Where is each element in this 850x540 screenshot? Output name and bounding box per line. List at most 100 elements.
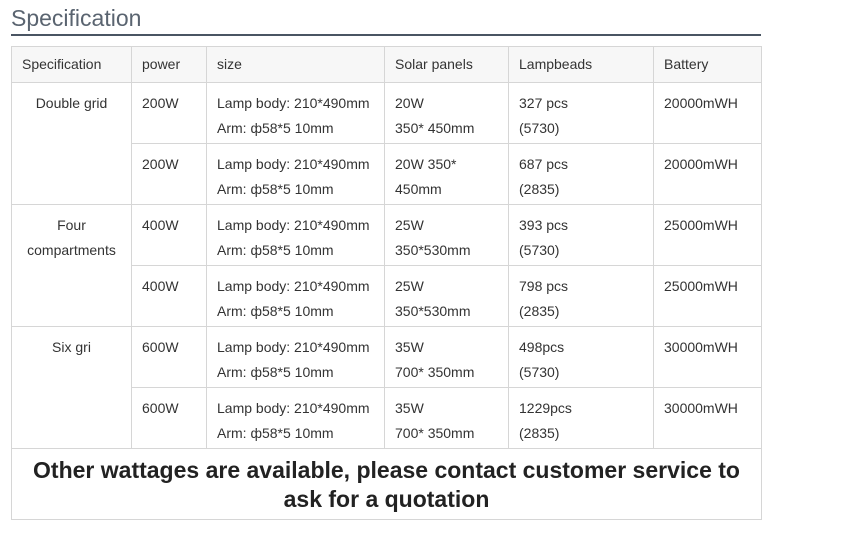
lampbeads-count: 393 pcs: [519, 217, 569, 233]
lampbeads-count: 327 pcs: [519, 95, 569, 111]
quotation-notice: Other wattages are available, please con…: [11, 448, 762, 520]
solar-cell: 20W 350* 450mm: [384, 143, 509, 205]
header-solar-panels: Solar panels: [384, 46, 509, 83]
power-cell: 600W: [131, 387, 207, 449]
solar-line: 700* 350mm: [395, 364, 475, 380]
lampbeads-cell: 327 pcs (5730): [508, 82, 654, 144]
header-battery: Battery: [653, 46, 762, 83]
size-arm: Arm: ф58*5 10mm: [217, 364, 334, 380]
table-footer-row: Other wattages are available, please con…: [11, 448, 762, 520]
battery-cell: 25000mWH: [653, 265, 762, 327]
size-lamp-body: Lamp body: 210*490mm: [217, 156, 370, 172]
solar-line: 25W: [395, 217, 424, 233]
table-row: 200W Lamp body: 210*490mm Arm: ф58*5 10mm…: [12, 143, 762, 205]
header-power: power: [131, 46, 207, 83]
size-lamp-body: Lamp body: 210*490mm: [217, 400, 370, 416]
lampbeads-type: (2835): [519, 425, 560, 441]
power-value: 400W: [142, 217, 179, 233]
solar-line: 700* 350mm: [395, 425, 475, 441]
size-cell: Lamp body: 210*490mm Arm: ф58*5 10mm: [206, 387, 385, 449]
spec-cell: Six gri: [11, 326, 132, 449]
solar-cell: 35W 700* 350mm: [384, 326, 509, 388]
solar-cell: 25W 350*530mm: [384, 265, 509, 327]
page-title: Specification: [11, 5, 142, 31]
power-value: 400W: [142, 278, 179, 294]
spec-label: Double grid: [35, 95, 108, 111]
lampbeads-cell: 498pcs (5730): [508, 326, 654, 388]
spec-label: compartments: [27, 242, 116, 258]
battery-cell: 25000mWH: [653, 204, 762, 266]
spec-label: Six gri: [52, 339, 91, 355]
solar-line: 35W: [395, 339, 424, 355]
size-lamp-body: Lamp body: 210*490mm: [217, 217, 370, 233]
solar-line: 450mm: [395, 181, 442, 197]
battery-value: 20000mWH: [664, 156, 738, 172]
battery-value: 30000mWH: [664, 339, 738, 355]
size-cell: Lamp body: 210*490mm Arm: ф58*5 10mm: [206, 143, 385, 205]
battery-value: 25000mWH: [664, 278, 738, 294]
solar-line: 25W: [395, 278, 424, 294]
battery-value: 25000mWH: [664, 217, 738, 233]
power-value: 200W: [142, 95, 179, 111]
size-arm: Arm: ф58*5 10mm: [217, 303, 334, 319]
title-divider: [11, 34, 761, 36]
table-header-row: Specification power size Solar panels La…: [11, 46, 762, 83]
lampbeads-count: 687 pcs: [519, 156, 569, 172]
size-cell: Lamp body: 210*490mm Arm: ф58*5 10mm: [206, 204, 385, 266]
lampbeads-cell: 687 pcs (2835): [508, 143, 654, 205]
table-row: Six gri 600W Lamp body: 210*490mm Arm: ф5…: [11, 326, 762, 449]
size-cell: Lamp body: 210*490mm Arm: ф58*5 10mm: [206, 265, 385, 327]
power-cell: 200W: [131, 82, 207, 144]
battery-cell: 30000mWH: [653, 326, 762, 388]
lampbeads-cell: 1229pcs (2835): [508, 387, 654, 449]
power-value: 600W: [142, 400, 179, 416]
power-value: 600W: [142, 339, 179, 355]
lampbeads-cell: 393 pcs (5730): [508, 204, 654, 266]
size-cell: Lamp body: 210*490mm Arm: ф58*5 10mm: [206, 326, 385, 388]
power-cell: 600W: [131, 326, 207, 388]
size-lamp-body: Lamp body: 210*490mm: [217, 95, 370, 111]
lampbeads-count: 498pcs: [519, 339, 565, 355]
battery-value: 30000mWH: [664, 400, 738, 416]
lampbeads-type: (5730): [519, 120, 560, 136]
battery-cell: 20000mWH: [653, 82, 762, 144]
solar-line: 350*530mm: [395, 303, 471, 319]
size-arm: Arm: ф58*5 10mm: [217, 242, 334, 258]
header-size: size: [206, 46, 385, 83]
lampbeads-cell: 798 pcs (2835): [508, 265, 654, 327]
lampbeads-type: (2835): [519, 303, 560, 319]
power-cell: 200W: [131, 143, 207, 205]
spec-cell: Four compartments: [11, 204, 132, 327]
battery-cell: 20000mWH: [653, 143, 762, 205]
power-cell: 400W: [131, 204, 207, 266]
header-specification: Specification: [11, 46, 132, 83]
solar-cell: 35W 700* 350mm: [384, 387, 509, 449]
table-row: Four compartments 400W Lamp body: 210*490…: [11, 204, 762, 327]
power-value: 200W: [142, 156, 179, 172]
solar-line: 20W: [395, 95, 424, 111]
battery-cell: 30000mWH: [653, 387, 762, 449]
spec-cell: Double grid: [11, 82, 132, 205]
spec-label: Four: [57, 217, 86, 233]
lampbeads-type: (2835): [519, 181, 560, 197]
solar-line: 35W: [395, 400, 424, 416]
solar-line: 350*530mm: [395, 242, 471, 258]
lampbeads-type: (5730): [519, 242, 560, 258]
table-row: 400W Lamp body: 210*490mm Arm: ф58*5 10mm…: [12, 265, 762, 327]
size-arm: Arm: ф58*5 10mm: [217, 425, 334, 441]
power-cell: 400W: [131, 265, 207, 327]
size-lamp-body: Lamp body: 210*490mm: [217, 339, 370, 355]
header-lampbeads: Lampbeads: [508, 46, 654, 83]
size-arm: Arm: ф58*5 10mm: [217, 120, 334, 136]
size-arm: Arm: ф58*5 10mm: [217, 181, 334, 197]
solar-line: 350* 450mm: [395, 120, 475, 136]
battery-value: 20000mWH: [664, 95, 738, 111]
table-row: 600W Lamp body: 210*490mm Arm: ф58*5 10mm…: [12, 387, 762, 449]
lampbeads-count: 1229pcs: [519, 400, 572, 416]
solar-line: 20W 350*: [395, 156, 457, 172]
lampbeads-type: (5730): [519, 364, 560, 380]
size-cell: Lamp body: 210*490mm Arm: ф58*5 10mm: [206, 82, 385, 144]
size-lamp-body: Lamp body: 210*490mm: [217, 278, 370, 294]
specification-table: Specification power size Solar panels La…: [11, 46, 762, 520]
solar-cell: 25W 350*530mm: [384, 204, 509, 266]
